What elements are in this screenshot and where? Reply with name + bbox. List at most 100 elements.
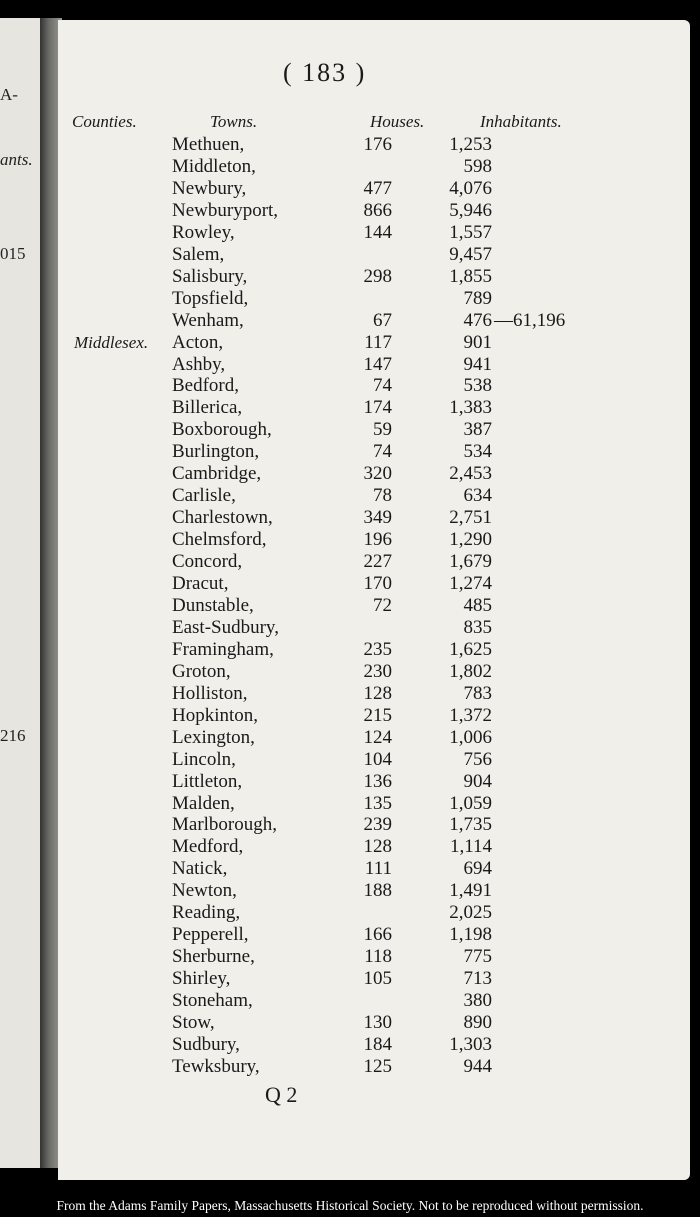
signature-mark: Q 2 xyxy=(265,1082,298,1107)
table-row: Methuen, 176 1,253 xyxy=(0,134,700,156)
table-row: Pepperell, 166 1,198 xyxy=(0,924,700,946)
houses-cell: 184 xyxy=(363,1033,393,1055)
table-row: Holliston, 128 783 xyxy=(0,683,700,705)
town-cell: Charlestown, xyxy=(172,507,273,529)
inhabitants-cell: 713 xyxy=(463,968,493,990)
inhabitants-cell: 1,198 xyxy=(449,924,492,946)
town-cell: Burlington, xyxy=(172,441,260,463)
inhabitants-cell: 1,491 xyxy=(449,880,492,902)
table-row: Groton, 230 1,802 xyxy=(0,661,700,683)
town-cell: Chelmsford, xyxy=(172,529,267,551)
table-row: Sudbury, 184 1,303 xyxy=(0,1034,700,1056)
town-cell: Newton, xyxy=(172,880,237,902)
header-inhabitants: Inhabitants. xyxy=(480,112,562,131)
houses-cell: 117 xyxy=(364,331,392,353)
table-row: Marlborough, 239 1,735 xyxy=(0,814,700,836)
inhabitants-cell: 1,290 xyxy=(449,529,492,551)
table-row: Shirley, 105 713 xyxy=(0,968,700,990)
inhabitants-cell: 1,372 xyxy=(449,704,492,726)
town-cell: Groton, xyxy=(172,660,231,682)
town-cell: Sherburne, xyxy=(172,946,255,968)
town-cell: Newburyport, xyxy=(172,199,279,221)
houses-cell: 136 xyxy=(363,770,393,792)
inhabitants-cell: 1,855 xyxy=(449,265,492,287)
inhabitants-cell: 1,303 xyxy=(449,1033,492,1055)
header-counties: Counties. xyxy=(72,112,137,131)
table-row: Salisbury, 298 1,855 xyxy=(0,266,700,288)
prev-page-fragment: ants. xyxy=(0,150,33,169)
inhabitants-cell: 1,557 xyxy=(449,221,492,243)
town-cell: Stoneham, xyxy=(172,990,253,1012)
houses-cell: 59 xyxy=(373,419,392,441)
inhabitants-cell: 694 xyxy=(463,858,493,880)
houses-cell: 215 xyxy=(363,704,393,726)
town-cell: Topsfield, xyxy=(172,287,249,309)
houses-cell: 227 xyxy=(363,551,393,573)
inhabitants-cell: 775 xyxy=(463,946,493,968)
table-row: Cambridge, 320 2,453 xyxy=(0,463,700,485)
town-cell: Hopkinton, xyxy=(172,704,259,726)
inhabitants-cell: 4,076 xyxy=(449,177,492,199)
town-cell: Stow, xyxy=(172,1012,215,1033)
inhabitants-cell: 1,253 xyxy=(449,134,492,155)
table-row: Stow, 130 890 xyxy=(0,1012,700,1034)
town-cell: Medford, xyxy=(172,836,244,858)
inhabitants-cell: 2,453 xyxy=(449,463,492,485)
prev-page-fragment: A- xyxy=(0,85,18,104)
table-row: Framingham, 235 1,625 xyxy=(0,639,700,661)
houses-cell: 166 xyxy=(363,924,393,946)
inhabitants-cell: 941 xyxy=(463,353,493,375)
table-row: Concord, 227 1,679 xyxy=(0,551,700,573)
table-row: Newbury, 477 4,076 xyxy=(0,178,700,200)
table-row: Charlestown, 349 2,751 xyxy=(0,507,700,529)
inhabitants-cell: 1,735 xyxy=(449,814,492,836)
book-binding xyxy=(40,18,62,1168)
inhabitants-cell: 835 xyxy=(463,616,493,638)
town-cell: Tewksbury, xyxy=(172,1055,260,1077)
header-houses: Houses. xyxy=(370,112,425,131)
county-total-cell: —61,196 xyxy=(494,309,566,331)
table-row: Lexington, 124 1,006 xyxy=(0,727,700,749)
table-row: Salem, 9,457 xyxy=(0,244,700,266)
town-cell: Carlisle, xyxy=(172,485,236,507)
houses-cell: 111 xyxy=(364,858,392,880)
county-cell: Middlesex. xyxy=(74,332,149,352)
inhabitants-cell: 634 xyxy=(463,485,493,507)
houses-cell: 144 xyxy=(363,221,393,243)
houses-cell: 74 xyxy=(373,375,392,397)
inhabitants-cell: 538 xyxy=(463,375,493,397)
inhabitants-cell: 1,679 xyxy=(449,551,492,573)
houses-cell: 130 xyxy=(363,1012,393,1033)
houses-cell: 239 xyxy=(363,814,393,836)
inhabitants-cell: 904 xyxy=(463,770,493,792)
prev-page-fragment: 216 xyxy=(0,726,26,745)
header-towns: Towns. xyxy=(210,112,258,131)
town-cell: Middleton, xyxy=(172,155,256,177)
town-cell: Salem, xyxy=(172,243,225,265)
table-row: Littleton, 136 904 xyxy=(0,771,700,793)
table-row: Natick, 111 694 xyxy=(0,858,700,880)
houses-cell: 67 xyxy=(373,309,392,331)
table-row: Bedford, 74 538 xyxy=(0,375,700,397)
page-number: ( 183 ) xyxy=(283,58,367,87)
town-cell: Newbury, xyxy=(172,177,247,199)
houses-cell: 105 xyxy=(363,968,393,990)
houses-cell: 118 xyxy=(364,946,392,968)
houses-cell: 230 xyxy=(363,660,393,682)
town-cell: Reading, xyxy=(172,902,241,924)
town-cell: Littleton, xyxy=(172,770,243,792)
town-cell: Holliston, xyxy=(172,682,248,704)
town-cell: Shirley, xyxy=(172,968,231,990)
houses-cell: 176 xyxy=(363,134,393,155)
inhabitants-cell: 789 xyxy=(463,287,493,309)
table-row: Burlington, 74 534 xyxy=(0,441,700,463)
town-cell: Sudbury, xyxy=(172,1033,240,1055)
inhabitants-cell: 783 xyxy=(463,682,493,704)
table-row: Boxborough, 59 387 xyxy=(0,419,700,441)
town-cell: Salisbury, xyxy=(172,265,248,287)
table-row: Tewksbury, 125 944 xyxy=(0,1056,700,1078)
town-cell: Concord, xyxy=(172,551,243,573)
town-cell: Framingham, xyxy=(172,638,274,660)
houses-cell: 235 xyxy=(363,638,393,660)
town-cell: Acton, xyxy=(172,331,224,353)
